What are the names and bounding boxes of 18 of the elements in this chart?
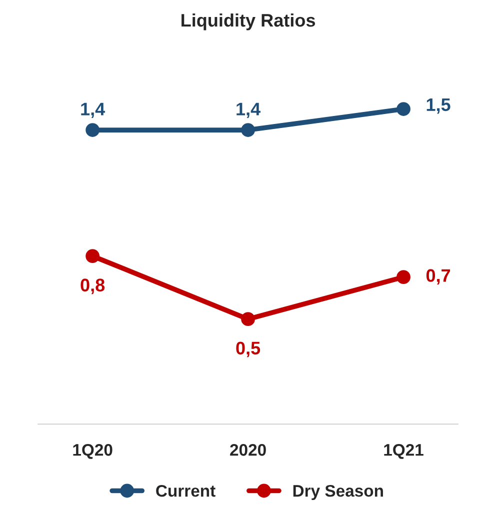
data-label: 1,4 (81, 102, 106, 118)
legend-label: Current (156, 484, 216, 497)
x-tick-label: 1Q20 (73, 444, 112, 459)
x-tick-label: 2020 (230, 444, 266, 456)
point (86, 249, 100, 264)
data-label: 0,8 (80, 278, 105, 294)
point (86, 123, 100, 137)
data-label: 1,5 (426, 98, 450, 114)
data-label: 0,7 (426, 269, 450, 285)
point (241, 123, 255, 137)
legend-label: Dry Season (293, 484, 383, 500)
chart-title: Liquidity Ratios (182, 13, 316, 30)
point (396, 102, 410, 116)
x-tick-label: 1Q21 (384, 444, 424, 459)
point (241, 312, 255, 326)
point (396, 270, 410, 284)
data-label: 0,5 (236, 342, 260, 358)
data-label: 1,4 (236, 102, 260, 118)
